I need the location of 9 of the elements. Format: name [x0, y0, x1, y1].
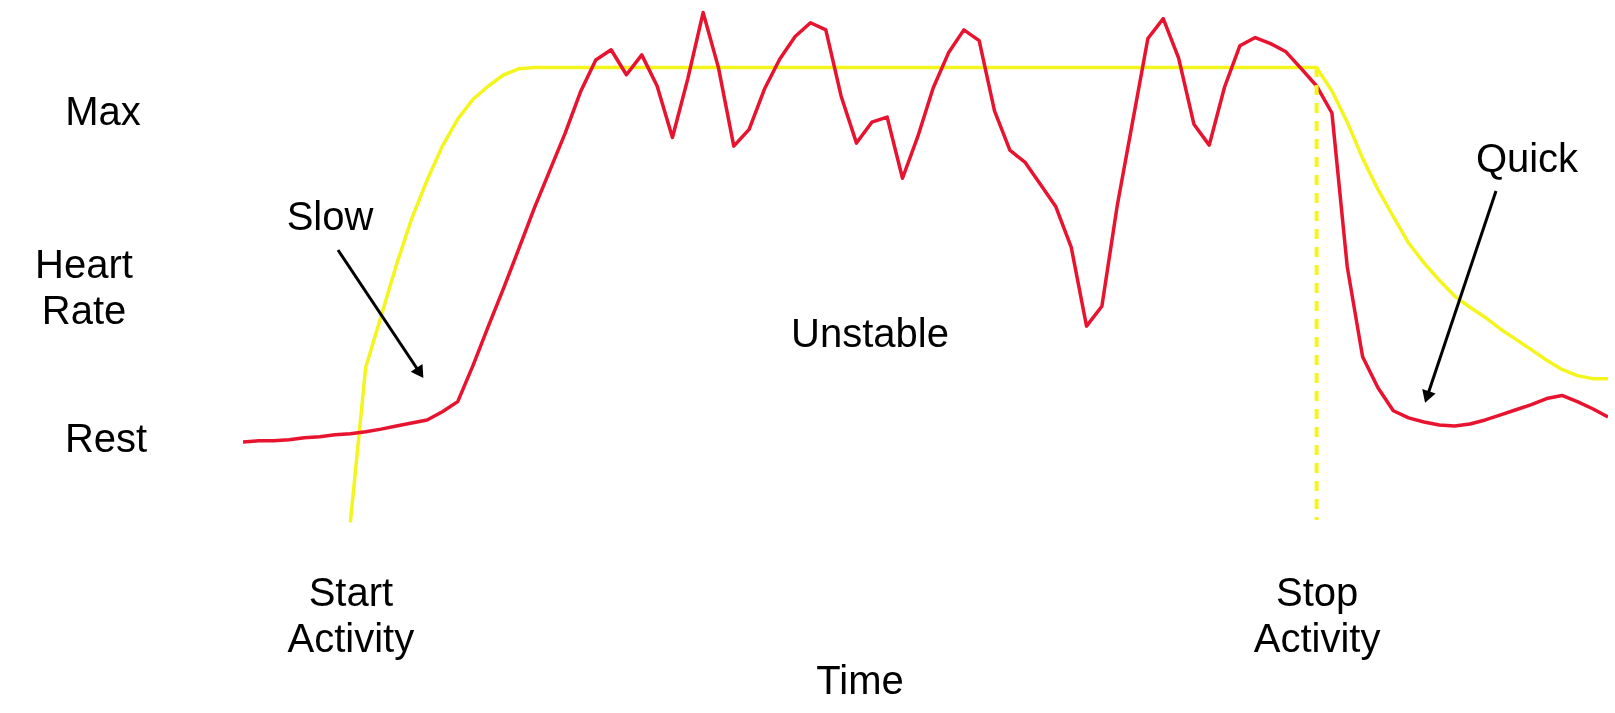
annotation: Unstable [791, 311, 949, 355]
text: Rest [64, 416, 148, 460]
y-axis-title: Heart Rate [35, 242, 133, 332]
annotation: Slow [286, 194, 374, 238]
text: Max [65, 89, 141, 133]
x-tick-label: Start Activity [287, 569, 415, 660]
x-axis-title: Time [816, 658, 904, 702]
x-tick-label: Stop Activity [1253, 569, 1381, 660]
annotation: Quick [1475, 136, 1580, 180]
